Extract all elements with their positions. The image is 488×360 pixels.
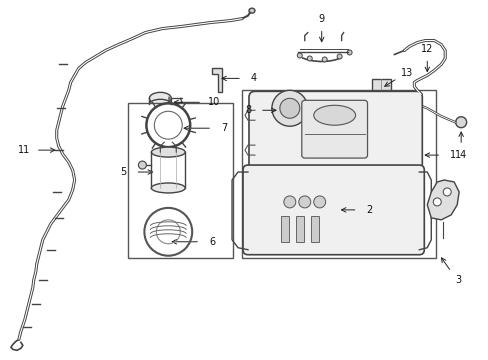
Ellipse shape <box>313 105 355 125</box>
Text: 13: 13 <box>401 68 413 78</box>
Circle shape <box>313 196 325 208</box>
Circle shape <box>306 56 312 61</box>
Text: 2: 2 <box>366 205 372 215</box>
Text: 6: 6 <box>209 237 215 247</box>
Circle shape <box>432 198 440 206</box>
Ellipse shape <box>149 92 171 104</box>
Circle shape <box>322 57 326 62</box>
Text: 11: 11 <box>18 145 30 155</box>
Circle shape <box>279 98 299 118</box>
FancyBboxPatch shape <box>248 91 422 171</box>
Text: 3: 3 <box>454 275 460 285</box>
Circle shape <box>442 188 450 196</box>
Circle shape <box>138 161 146 169</box>
Text: 14: 14 <box>454 150 467 160</box>
Bar <box>128 103 233 258</box>
FancyBboxPatch shape <box>301 100 367 158</box>
Text: 4: 4 <box>250 73 257 84</box>
Text: 8: 8 <box>244 105 250 115</box>
Circle shape <box>298 196 310 208</box>
Ellipse shape <box>149 99 171 109</box>
Bar <box>310 216 318 242</box>
Ellipse shape <box>151 147 185 157</box>
Text: 12: 12 <box>420 44 432 54</box>
Text: 5: 5 <box>120 167 126 177</box>
Circle shape <box>271 90 307 126</box>
Bar <box>371 80 390 95</box>
Bar <box>295 216 303 242</box>
Ellipse shape <box>151 183 185 193</box>
Bar <box>280 216 288 242</box>
Circle shape <box>297 53 302 58</box>
Polygon shape <box>427 180 458 220</box>
Circle shape <box>336 54 342 59</box>
Ellipse shape <box>248 8 254 13</box>
FancyBboxPatch shape <box>270 95 308 122</box>
Polygon shape <box>212 68 222 92</box>
Circle shape <box>262 104 269 112</box>
Text: 9: 9 <box>318 14 324 24</box>
Text: 10: 10 <box>207 97 220 107</box>
FancyBboxPatch shape <box>243 165 424 255</box>
Text: 1: 1 <box>449 150 455 160</box>
Circle shape <box>283 196 295 208</box>
Circle shape <box>346 50 351 55</box>
Text: 7: 7 <box>221 123 227 133</box>
Circle shape <box>455 117 466 128</box>
Bar <box>242 90 435 258</box>
